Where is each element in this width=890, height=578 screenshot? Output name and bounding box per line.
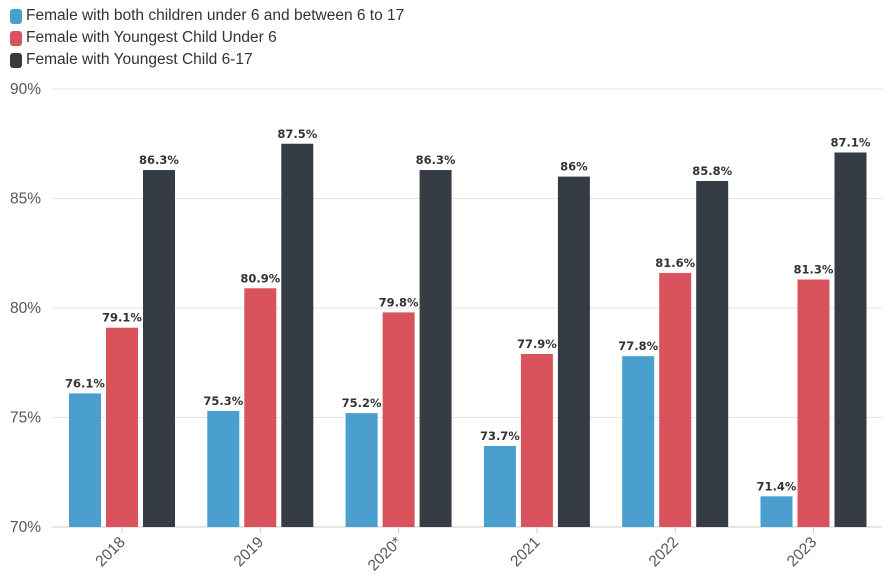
- bar[interactable]: [207, 410, 240, 527]
- legend-label: Female with both children under 6 and be…: [26, 7, 405, 24]
- bar-value-label: 86.3%: [139, 153, 179, 167]
- bar[interactable]: [69, 393, 101, 527]
- bar[interactable]: [622, 356, 655, 527]
- bar[interactable]: [382, 312, 415, 527]
- bar[interactable]: [834, 152, 867, 527]
- bar-value-label: 85.8%: [692, 164, 732, 178]
- x-axis-ticks: 2018 2019 2020* 2021 2022 2023: [92, 527, 820, 574]
- bar[interactable]: [345, 413, 378, 527]
- bar-value-label: 80.9%: [240, 271, 280, 285]
- bar[interactable]: [696, 180, 729, 528]
- x-tick-label: 2019: [231, 534, 267, 570]
- bar-value-label: 81.6%: [655, 256, 695, 270]
- y-tick-label: 80%: [10, 300, 41, 317]
- bar-value-labels: 76.1% 79.1% 86.3% 75.3% 80.9% 87.5% 75.2% 79.8%…: [65, 127, 871, 494]
- bar[interactable]: [659, 272, 692, 527]
- bar[interactable]: [143, 170, 175, 527]
- bar-value-label: 87.5%: [277, 127, 317, 141]
- legend-swatch-dark: [10, 52, 22, 68]
- bars: [69, 143, 867, 528]
- bar-value-label: 79.1%: [102, 311, 142, 325]
- legend-label: Female with Youngest Child 6-17: [26, 51, 253, 68]
- bar[interactable]: [483, 445, 516, 527]
- y-tick-label: 90%: [10, 81, 41, 98]
- bar[interactable]: [281, 143, 314, 527]
- bar[interactable]: [760, 496, 793, 527]
- bar-value-label: 77.9%: [517, 337, 557, 351]
- bar-value-label: 79.8%: [379, 295, 419, 309]
- bar[interactable]: [520, 353, 553, 527]
- bar[interactable]: [244, 288, 277, 527]
- y-tick-label: 70%: [10, 519, 41, 536]
- legend-label: Female with Youngest Child Under 6: [26, 29, 277, 46]
- x-tick-label: 2023: [784, 534, 820, 570]
- legend: Female with both children under 6 and be…: [10, 5, 404, 71]
- bar-value-label: 77.8%: [618, 339, 658, 353]
- bar-value-label: 76.1%: [65, 376, 105, 390]
- bar-value-label: 86%: [560, 160, 588, 174]
- bar-value-label: 71.4%: [757, 479, 797, 493]
- bar-value-label: 75.3%: [203, 394, 243, 408]
- legend-swatch-red: [10, 30, 22, 46]
- bar[interactable]: [557, 176, 590, 527]
- y-tick-label: 75%: [10, 410, 41, 427]
- bar[interactable]: [106, 327, 138, 527]
- bar-value-label: 87.1%: [831, 136, 871, 150]
- grid-lines: [52, 88, 882, 528]
- legend-item-youngest-6-17[interactable]: Female with Youngest Child 6-17: [10, 49, 404, 71]
- legend-item-both-children[interactable]: Female with both children under 6 and be…: [10, 5, 404, 27]
- bar[interactable]: [419, 170, 452, 527]
- bar-value-label: 73.7%: [480, 429, 520, 443]
- x-tick-label: 2020*: [365, 534, 406, 575]
- legend-swatch-blue: [10, 8, 22, 24]
- bar-value-label: 86.3%: [416, 153, 456, 167]
- x-tick-label: 2018: [92, 534, 128, 570]
- bar-value-label: 75.2%: [342, 396, 382, 410]
- bar[interactable]: [797, 279, 830, 527]
- legend-item-youngest-under-6[interactable]: Female with Youngest Child Under 6: [10, 27, 404, 49]
- y-axis-ticks: 70% 75% 80% 85% 90%: [10, 81, 41, 536]
- x-tick-label: 2022: [646, 534, 682, 570]
- x-tick-label: 2021: [507, 534, 543, 570]
- y-tick-label: 85%: [10, 191, 41, 208]
- bar-value-label: 81.3%: [794, 263, 834, 277]
